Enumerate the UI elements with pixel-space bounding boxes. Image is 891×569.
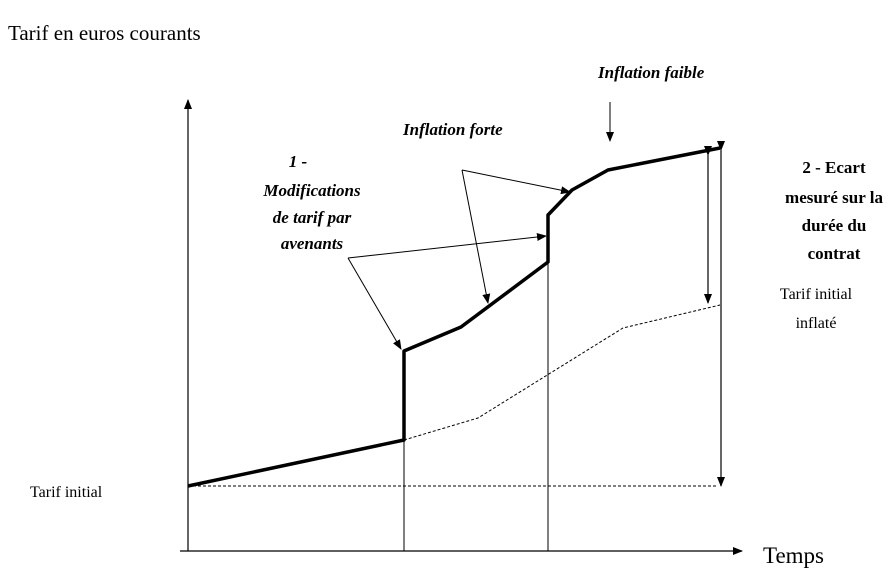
label: 2 - Ecart [802,158,866,177]
pointer-arrow [461,169,571,195]
inflated-line [403,304,721,441]
y-axis-label: Tarif en euros courants [8,21,201,45]
label: Inflation faible [597,63,705,82]
pointer-arrow [347,233,547,259]
tariff-line [187,146,721,488]
label: durée du [802,216,867,235]
x-axis-label: Temps [763,543,824,568]
pointer-arrow [461,169,491,304]
label: inflaté [796,315,837,332]
label: de tarif par [273,208,352,227]
label: Tarif initial [780,286,853,303]
label: Inflation forte [402,120,503,139]
label: mesuré sur la [785,188,883,207]
label: 1 - [289,152,308,171]
label: Modifications [262,181,361,200]
label: Tarif initial [30,484,103,501]
pointer-arrow [347,257,402,350]
label: contrat [808,244,861,263]
label: avenants [281,234,344,253]
